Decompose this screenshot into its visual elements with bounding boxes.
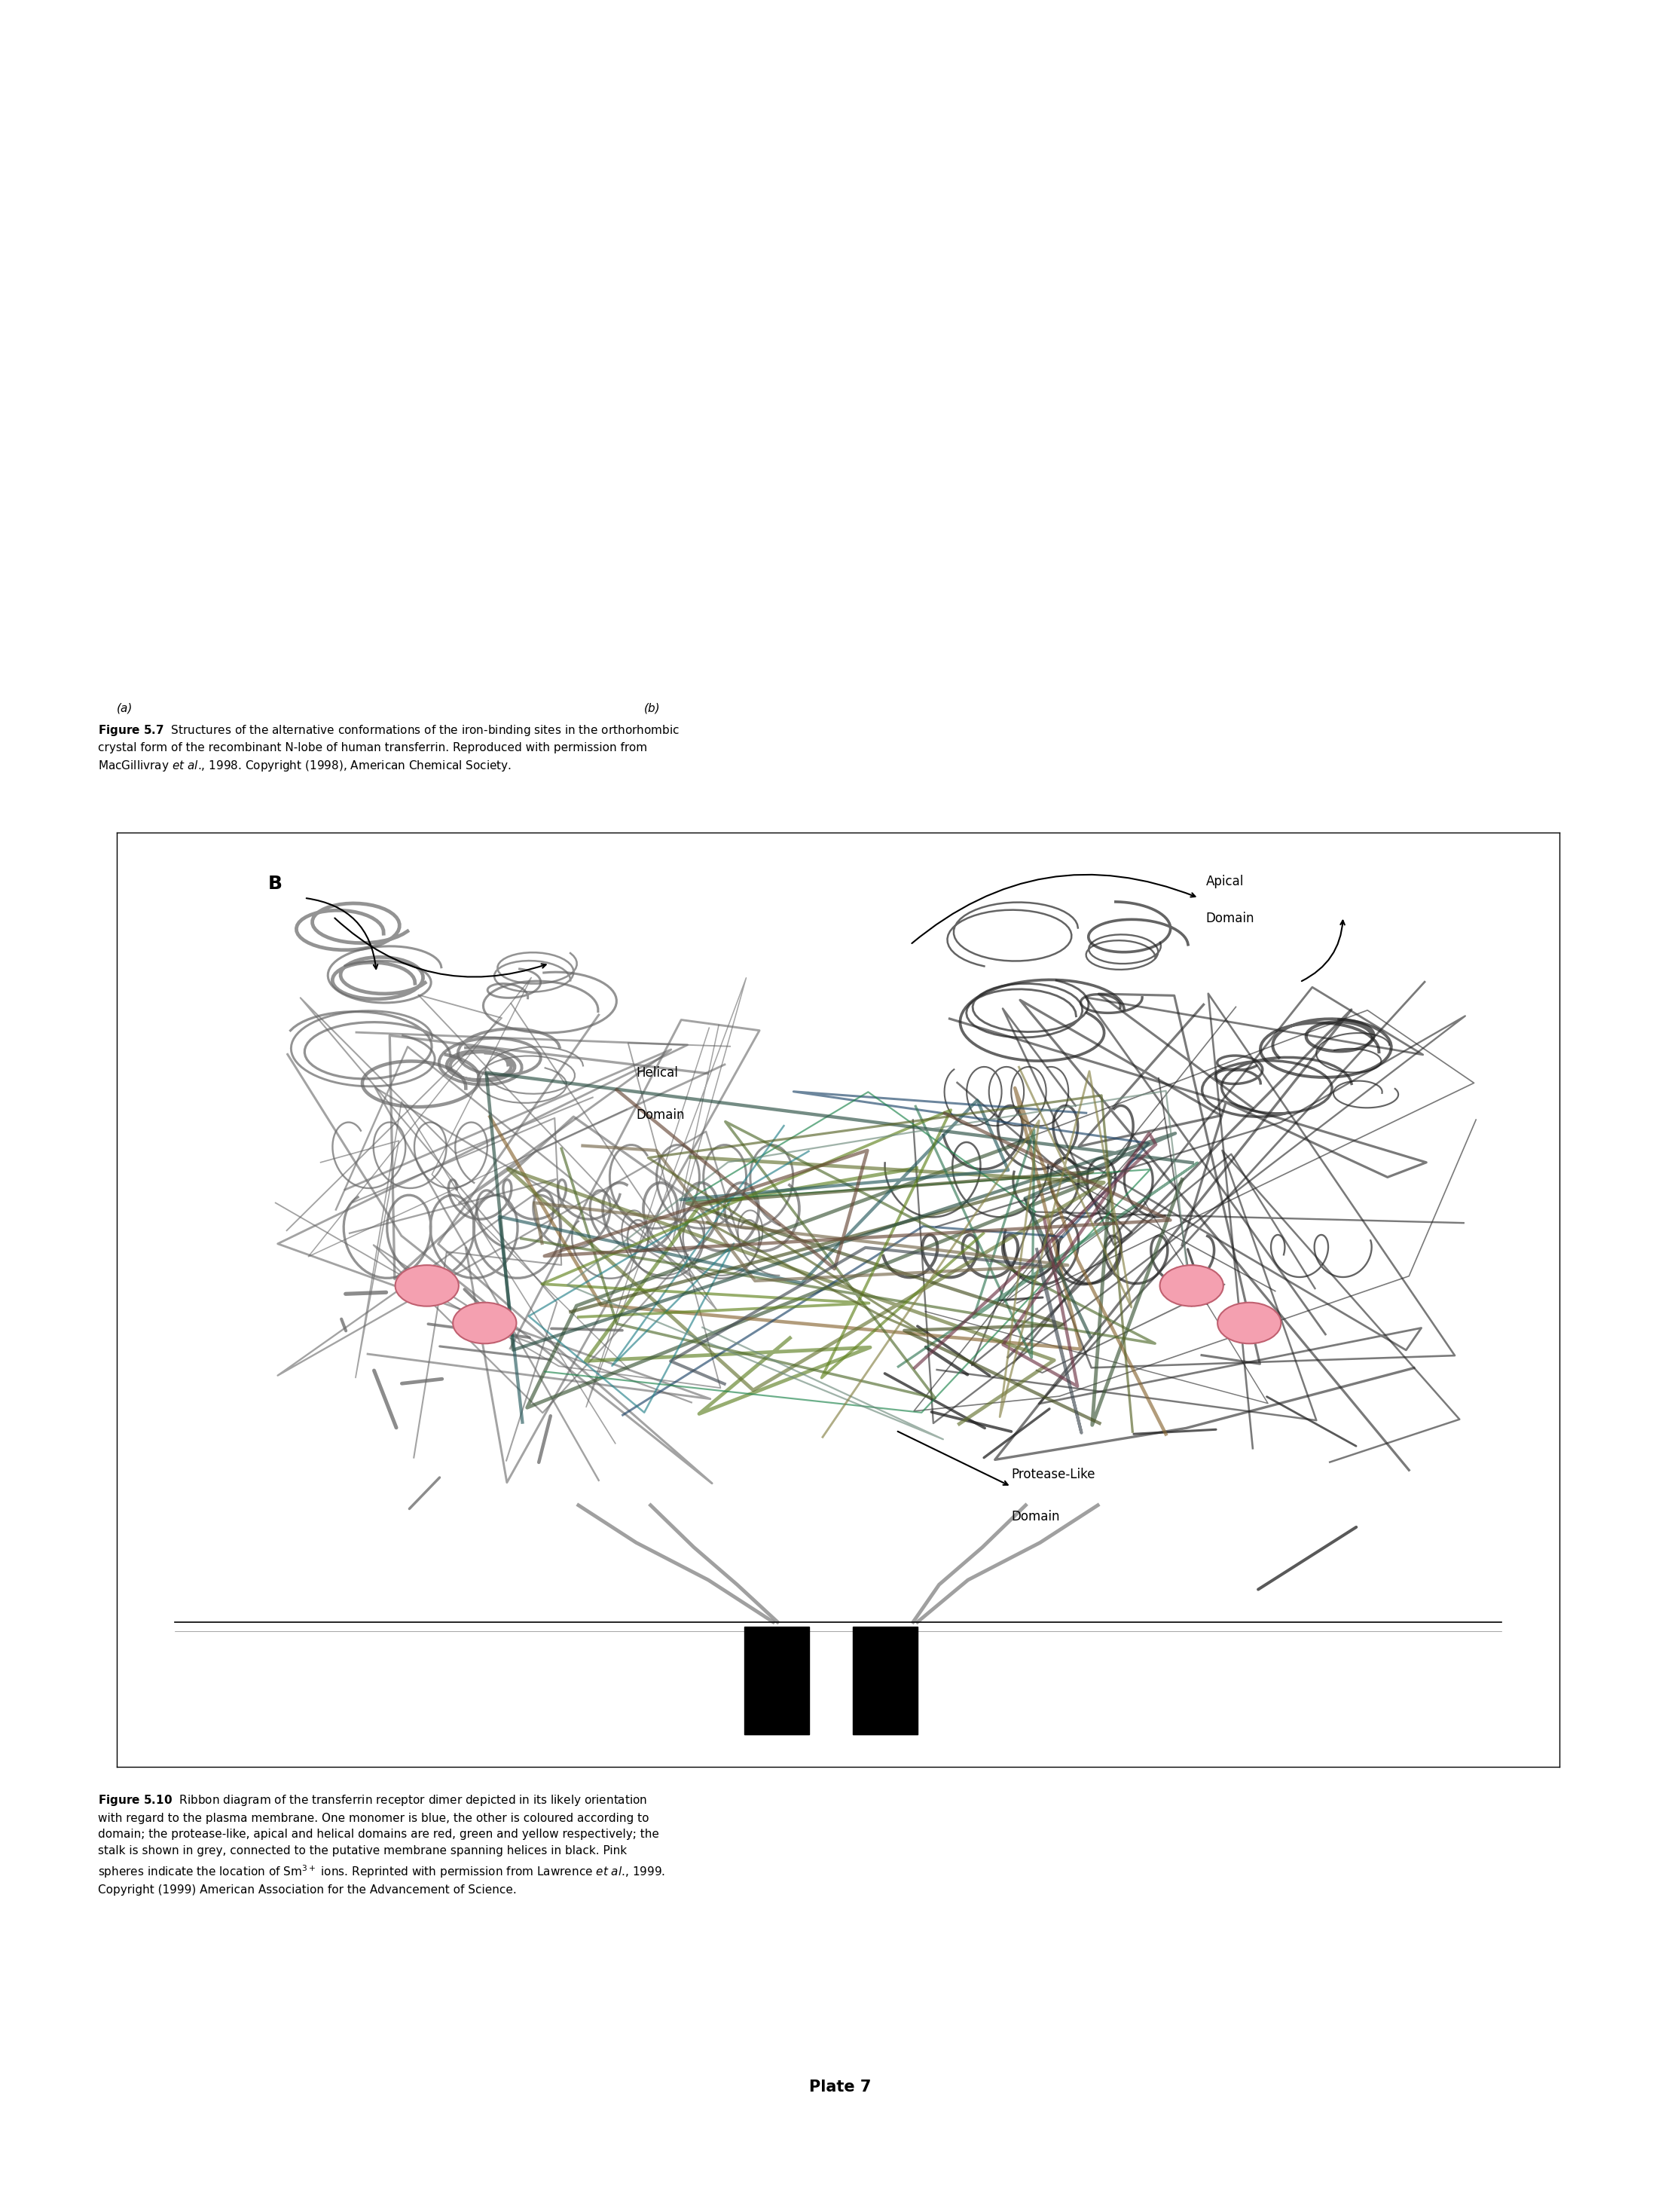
Text: Protease-Like: Protease-Like bbox=[1011, 1468, 1095, 1481]
Text: Apical: Apical bbox=[1206, 875, 1243, 888]
Circle shape bbox=[395, 1265, 459, 1306]
Circle shape bbox=[454, 1302, 516, 1343]
Text: (a): (a) bbox=[118, 702, 133, 713]
Polygon shape bbox=[1053, 103, 1188, 232]
Text: Tyr188: Tyr188 bbox=[281, 94, 319, 105]
Bar bbox=[852, 1626, 917, 1735]
Text: Domain: Domain bbox=[1011, 1510, 1060, 1523]
Text: Thr120: Thr120 bbox=[158, 394, 198, 403]
Text: B: B bbox=[269, 875, 282, 893]
Polygon shape bbox=[445, 103, 549, 232]
Text: Arg124: Arg124 bbox=[227, 256, 267, 267]
Text: (b): (b) bbox=[643, 702, 660, 713]
Text: $\bf{Figure\ 5.7}$  Structures of the alternative conformations of the iron-bind: $\bf{Figure\ 5.7}$ Structures of the alt… bbox=[97, 724, 679, 772]
Text: Domain: Domain bbox=[637, 1107, 685, 1122]
Bar bbox=[744, 1626, 810, 1735]
Text: His249: His249 bbox=[400, 63, 438, 72]
Text: $\bf{Figure\ 5.10}$  Ribbon diagram of the transferrin receptor dimer depicted i: $\bf{Figure\ 5.10}$ Ribbon diagram of th… bbox=[97, 1794, 665, 1895]
Circle shape bbox=[1159, 1265, 1223, 1306]
Text: Asp63: Asp63 bbox=[376, 328, 412, 337]
Text: N: N bbox=[286, 484, 294, 494]
Text: Tyr95: Tyr95 bbox=[427, 206, 457, 214]
Text: Domain: Domain bbox=[1206, 912, 1255, 926]
Text: Helical: Helical bbox=[637, 1066, 679, 1079]
Text: Plate 7: Plate 7 bbox=[810, 2079, 870, 2094]
Circle shape bbox=[1218, 1302, 1282, 1343]
